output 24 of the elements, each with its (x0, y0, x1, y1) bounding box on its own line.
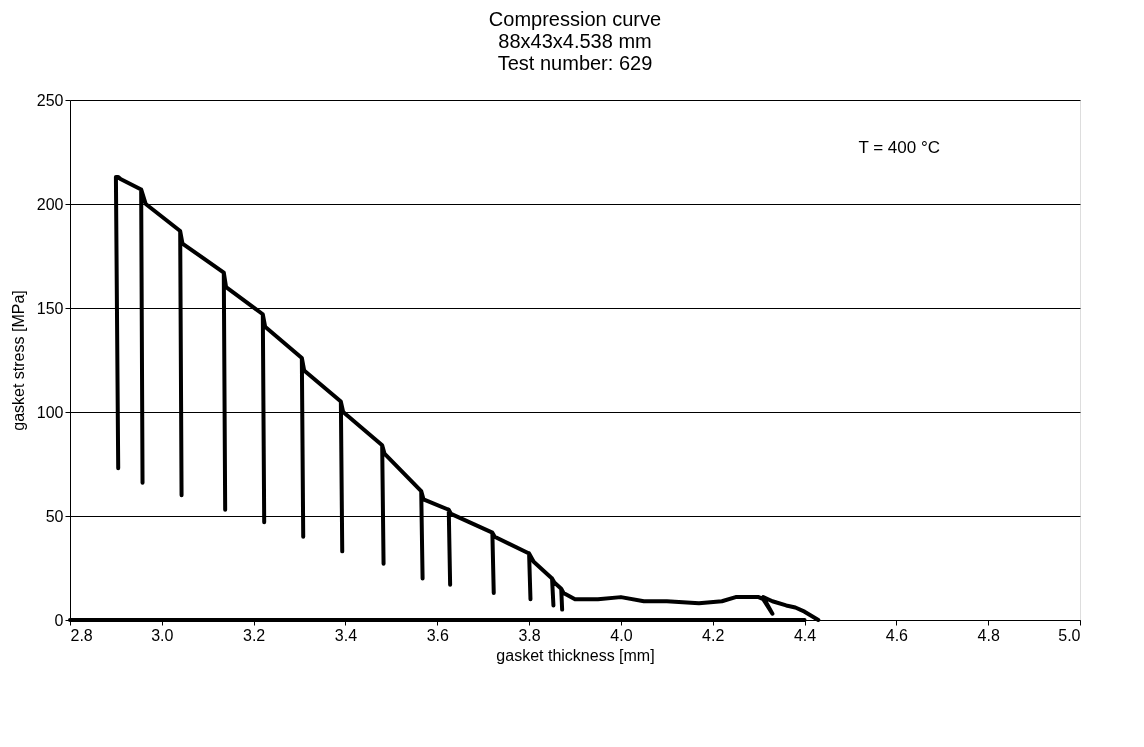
x-tick-label: 4.0 (610, 626, 633, 644)
text: Compression curve (488, 8, 662, 30)
y-tick-label: 0 (54, 611, 64, 629)
text: 88x43x4.538 mm (498, 30, 652, 52)
y-tick-label: 200 (36, 195, 64, 213)
y-tick-label: 100 (36, 403, 64, 421)
y-tick-label: 50 (45, 507, 64, 525)
x-tick-label: 4.4 (793, 626, 817, 644)
x-tick-label: 3.2 (243, 626, 266, 644)
x-tick-label: 3.8 (518, 626, 541, 644)
y-axis-title: gasket stress [MPa] (9, 290, 27, 431)
x-tick-label: 3.4 (334, 626, 358, 644)
x-axis-title: gasket thickness [mm] (496, 646, 655, 664)
x-tick-label: 3.6 (426, 626, 449, 644)
x-tick-label: 4.8 (977, 626, 1000, 644)
x-tick-label: 2.8 (70, 626, 93, 644)
x-tick-label: 4.6 (885, 626, 909, 644)
text: Test number: 629 (497, 52, 653, 74)
x-tick-label: 3.0 (151, 626, 174, 644)
y-tick-label: 250 (36, 91, 64, 109)
y-tick-label: 150 (36, 299, 64, 317)
x-tick-label: 4.2 (702, 626, 725, 644)
annotation: T = 400 °C (858, 138, 940, 157)
x-tick-label: 5.0 (1058, 626, 1081, 644)
